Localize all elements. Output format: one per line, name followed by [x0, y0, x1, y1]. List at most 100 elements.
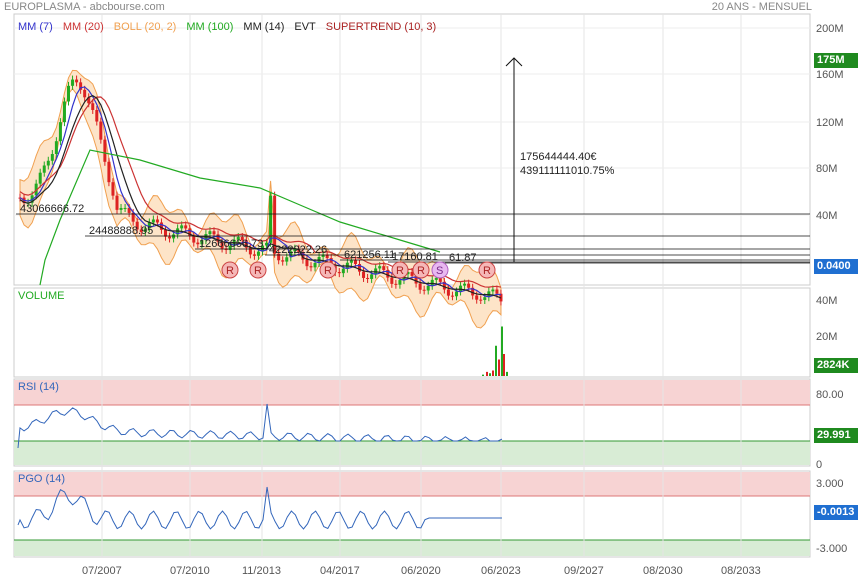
candle	[321, 254, 325, 257]
candle	[172, 234, 176, 239]
level-label: 621256.11	[344, 249, 395, 261]
level-label: 43066666.72	[20, 203, 84, 215]
y-tick-label: 120M	[816, 117, 844, 129]
candle	[42, 165, 46, 173]
candle	[147, 222, 151, 229]
candle	[293, 248, 297, 252]
legend-item[interactable]: EVT	[294, 21, 316, 33]
candle	[362, 271, 366, 278]
candle	[135, 221, 139, 230]
x-tick-label: 07/2010	[170, 565, 210, 577]
signal-marker	[391, 261, 409, 279]
candle	[277, 253, 281, 261]
candle	[91, 103, 95, 110]
candle	[349, 260, 353, 263]
indicator-legend: MM (7) MM (20) BOLL (20, 2) MM (100) MM (14)…	[18, 21, 436, 33]
candle	[103, 139, 107, 162]
candle	[83, 89, 87, 98]
candle	[67, 85, 70, 102]
candle	[289, 251, 293, 258]
candle	[143, 228, 147, 232]
candle	[220, 241, 224, 249]
level-label: 12666666.73	[199, 238, 263, 250]
candle	[459, 285, 463, 292]
candle	[115, 195, 119, 210]
pgo-label: PGO (14)	[18, 473, 66, 485]
y-tick-label: 160M	[816, 69, 844, 81]
volume-bar	[492, 370, 494, 376]
legend-item[interactable]: MM (20)	[62, 21, 104, 33]
legend-item[interactable]: SUPERTREND (10, 3)	[325, 21, 437, 33]
candle	[38, 172, 42, 184]
legend-item[interactable]: MM (14)	[243, 21, 285, 33]
legend-item[interactable]: MM (7)	[18, 21, 53, 33]
candle	[325, 254, 329, 259]
candle	[75, 79, 79, 83]
x-tick-label: 07/2007	[82, 565, 122, 577]
candle	[95, 109, 99, 122]
signal-marker	[431, 261, 449, 279]
chart-title: EUROPLASMA - abcbourse.com	[4, 1, 165, 13]
volume-bar	[486, 371, 488, 376]
candle	[358, 264, 361, 272]
candle	[483, 297, 487, 300]
candle	[273, 195, 277, 254]
candle	[54, 141, 58, 155]
candle	[34, 183, 38, 196]
x-tick-label: 06/2023	[481, 565, 521, 577]
range-label[interactable]: 20 ANS - MENSUEL	[711, 1, 812, 13]
candle	[463, 283, 467, 286]
candle	[62, 101, 66, 123]
candle	[475, 295, 479, 300]
y-tick-label: 40M	[816, 210, 837, 222]
y-tick-label: 20M	[816, 331, 837, 343]
x-tick-label: 09/2027	[564, 565, 604, 577]
candle	[159, 222, 163, 230]
candle	[309, 266, 313, 268]
candle	[252, 254, 256, 256]
candle	[467, 283, 471, 288]
candle	[71, 79, 75, 86]
level-label: 4222222.26	[269, 244, 327, 256]
candle	[446, 289, 450, 296]
volume-bar	[489, 373, 491, 376]
signal-marker-label: R	[254, 265, 262, 277]
candle	[236, 237, 240, 240]
rsi-overbought-zone	[14, 380, 810, 405]
measure-label: 439111111010.75%	[520, 165, 615, 177]
candle	[438, 277, 442, 282]
level-label: 61.87	[449, 252, 477, 264]
y-tick-label: 3.000	[816, 478, 844, 490]
candle	[87, 97, 91, 104]
legend-item[interactable]: BOLL (20, 2)	[113, 21, 177, 33]
legend-item[interactable]: MM (100)	[186, 21, 234, 33]
candle	[164, 229, 167, 237]
y-tick-label: 80.00	[816, 389, 844, 401]
candle	[107, 161, 111, 183]
candle	[99, 121, 103, 140]
candle	[329, 258, 333, 266]
candle	[406, 272, 410, 275]
pgo-lower-zone	[14, 540, 810, 556]
candle	[151, 219, 155, 223]
signal-marker	[412, 261, 430, 279]
level-label: 17160.81	[392, 251, 438, 263]
candle	[244, 240, 248, 248]
candle	[495, 289, 499, 294]
measure-arrowhead	[505, 57, 523, 67]
candle	[228, 245, 232, 251]
candle	[414, 275, 418, 284]
candle	[455, 291, 458, 297]
y-tick-label: 0	[816, 459, 822, 471]
candle	[426, 285, 430, 291]
candle	[155, 219, 159, 223]
candle	[378, 266, 382, 269]
candle	[418, 283, 422, 290]
candle	[398, 280, 402, 285]
x-tick-label: 08/2030	[643, 565, 683, 577]
volume-bar	[498, 359, 500, 376]
y-tick-label: 200M	[816, 23, 844, 35]
candle	[313, 262, 317, 268]
candle	[212, 231, 216, 235]
